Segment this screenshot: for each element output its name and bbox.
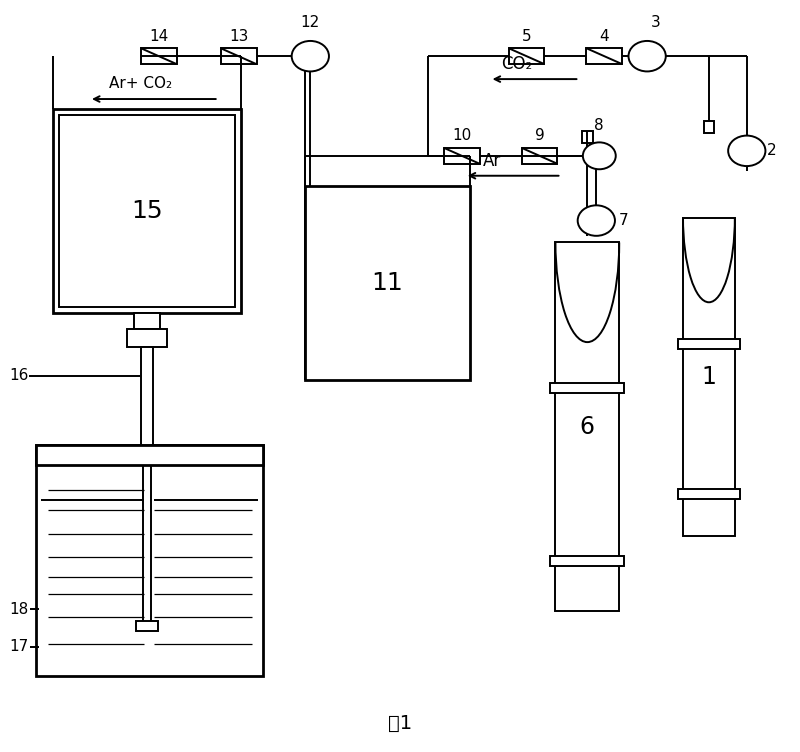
Text: 12: 12 bbox=[301, 15, 320, 30]
Bar bbox=[550, 556, 624, 566]
Bar bbox=[134, 314, 160, 329]
Text: 8: 8 bbox=[594, 118, 604, 133]
Text: Ar+ CO₂: Ar+ CO₂ bbox=[110, 76, 173, 91]
Bar bbox=[683, 217, 735, 536]
Bar bbox=[444, 148, 480, 164]
Bar bbox=[221, 48, 257, 64]
Text: 13: 13 bbox=[229, 29, 248, 44]
Bar bbox=[36, 444, 263, 676]
Bar bbox=[141, 347, 153, 444]
Bar bbox=[127, 329, 167, 347]
Text: 17: 17 bbox=[9, 639, 28, 654]
Ellipse shape bbox=[728, 135, 766, 166]
Text: CO₂: CO₂ bbox=[501, 55, 532, 73]
Text: 7: 7 bbox=[618, 213, 628, 228]
Bar bbox=[678, 489, 740, 499]
Bar bbox=[306, 186, 470, 380]
Text: 1: 1 bbox=[702, 365, 716, 389]
Ellipse shape bbox=[578, 205, 615, 236]
Bar bbox=[704, 121, 714, 133]
Ellipse shape bbox=[583, 142, 616, 169]
Bar bbox=[509, 48, 545, 64]
Text: 18: 18 bbox=[9, 602, 28, 617]
Bar bbox=[586, 48, 622, 64]
Ellipse shape bbox=[292, 41, 329, 71]
Bar bbox=[36, 444, 263, 465]
Text: 4: 4 bbox=[599, 29, 609, 44]
Text: 6: 6 bbox=[580, 415, 595, 439]
Bar bbox=[555, 242, 619, 611]
Bar bbox=[522, 148, 558, 164]
Text: 14: 14 bbox=[150, 29, 169, 44]
Text: 11: 11 bbox=[372, 271, 403, 295]
Text: 16: 16 bbox=[9, 368, 28, 384]
Bar bbox=[54, 109, 241, 314]
Bar bbox=[678, 338, 740, 349]
Bar bbox=[582, 131, 593, 143]
Text: 10: 10 bbox=[452, 129, 471, 144]
Text: 15: 15 bbox=[131, 199, 162, 223]
Bar bbox=[59, 115, 234, 308]
Bar bbox=[550, 383, 624, 393]
Text: 图1: 图1 bbox=[388, 714, 412, 733]
Text: 3: 3 bbox=[650, 15, 661, 30]
Bar bbox=[136, 621, 158, 631]
Text: 9: 9 bbox=[534, 129, 544, 144]
Text: Ar: Ar bbox=[482, 152, 501, 170]
Text: 5: 5 bbox=[522, 29, 531, 44]
Ellipse shape bbox=[629, 41, 666, 71]
Bar bbox=[141, 48, 177, 64]
Text: 2: 2 bbox=[767, 144, 777, 159]
